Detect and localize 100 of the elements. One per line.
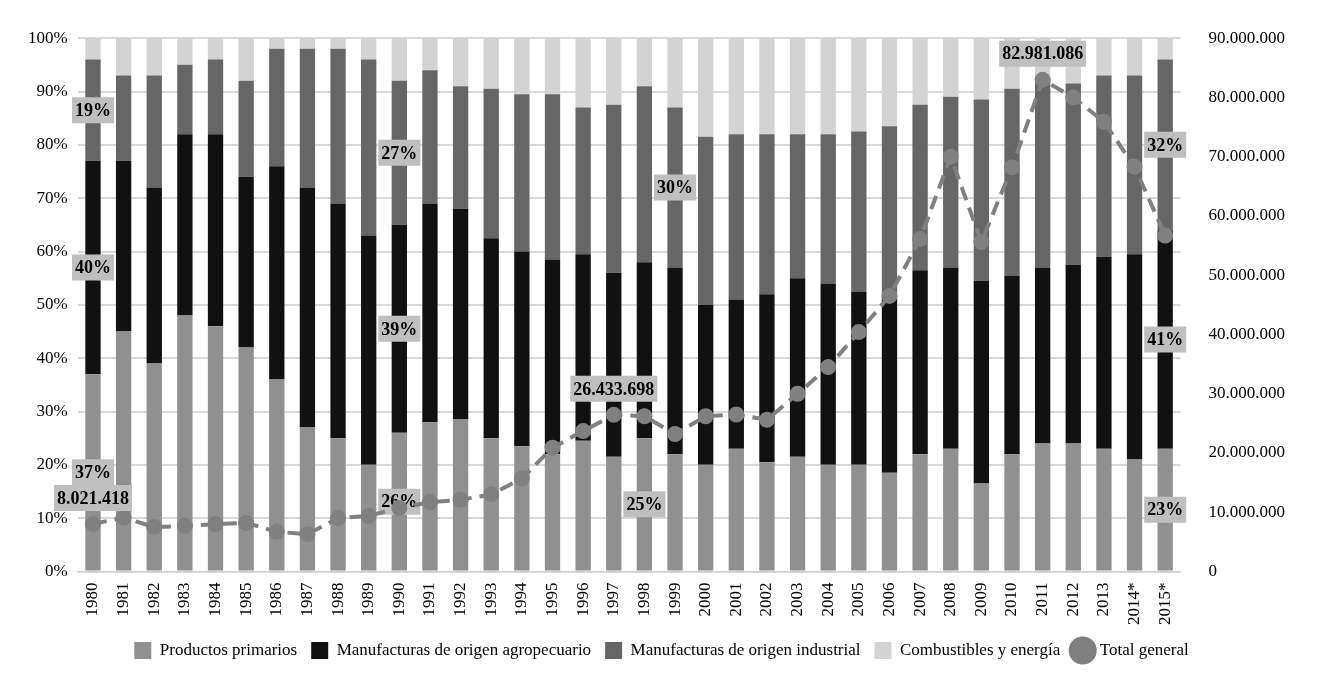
bar	[973, 483, 990, 571]
bar	[330, 203, 346, 439]
bar	[146, 363, 162, 571]
bar	[728, 448, 744, 571]
point	[544, 439, 561, 456]
y-tick-label: 0%	[44, 560, 68, 580]
bar	[1126, 75, 1143, 255]
bar	[330, 48, 346, 204]
bar	[422, 422, 438, 571]
x-tick-label: 1993	[480, 582, 500, 617]
bar	[728, 134, 744, 300]
bar	[1034, 443, 1051, 571]
point	[483, 486, 500, 503]
bar	[177, 134, 193, 316]
bar	[606, 104, 622, 273]
x-tick-label: 1986	[266, 582, 286, 617]
point	[421, 494, 438, 511]
point	[238, 514, 255, 531]
y2-tick-label: 20.000.000	[1208, 442, 1285, 462]
legend-label: Manufacturas de origen agropecuario	[336, 639, 592, 659]
x-tick-label: 1991	[419, 582, 439, 617]
bar	[789, 456, 806, 571]
bar	[698, 136, 714, 305]
point	[452, 491, 469, 508]
y-tick-label: 30%	[36, 400, 68, 420]
bar	[820, 283, 836, 465]
x-tick-label: 1988	[327, 582, 347, 617]
y2-tick-label: 40.000.000	[1208, 323, 1285, 343]
bar	[1004, 275, 1020, 455]
bar	[912, 454, 928, 571]
bar	[299, 427, 316, 571]
bar	[912, 270, 928, 455]
point	[268, 523, 285, 540]
bar	[146, 75, 162, 188]
bar	[177, 315, 193, 571]
bar	[789, 278, 806, 457]
x-tick-label: 2005	[848, 582, 868, 617]
y2-tick-label: 60.000.000	[1208, 205, 1285, 225]
data-label: 37%	[74, 462, 111, 482]
data-label: 41%	[1147, 329, 1184, 350]
x-tick-label: 1995	[541, 582, 561, 617]
x-tick-label: 2000	[695, 582, 715, 617]
data-label: 82.981.086	[1002, 43, 1084, 64]
data-label: 25%	[626, 493, 663, 514]
bar	[912, 104, 928, 271]
x-tick-label: 2008	[940, 582, 960, 617]
point	[789, 385, 806, 402]
point	[1004, 159, 1021, 176]
y-tick-label: 60%	[36, 240, 68, 260]
point	[942, 148, 959, 165]
bar	[299, 187, 316, 428]
x-tick-label: 1982	[143, 582, 163, 617]
x-tick-label: 2003	[787, 582, 807, 617]
x-tick-label: 2014*	[1124, 582, 1144, 625]
y-tick-label: 100%	[27, 27, 68, 47]
legend-label: Combustibles y energía	[900, 639, 1061, 659]
x-tick-label: 2006	[878, 582, 898, 617]
x-tick-label: 1992	[450, 582, 470, 617]
bar	[1096, 75, 1112, 257]
bar	[544, 94, 561, 260]
bar	[207, 134, 224, 327]
point	[1034, 71, 1051, 88]
x-tick-label: 1980	[82, 582, 102, 617]
legend-label: Total general	[1099, 639, 1189, 659]
bar	[146, 187, 162, 364]
x-tick-label: 1984	[204, 582, 224, 617]
point	[728, 406, 745, 423]
data-label: 39%	[381, 318, 418, 339]
bar	[422, 203, 438, 423]
data-label: 27%	[381, 142, 418, 163]
point	[360, 507, 377, 524]
point	[115, 509, 132, 526]
bar	[759, 462, 775, 571]
y2-tick-label: 30.000.000	[1208, 383, 1285, 403]
bar	[575, 440, 591, 571]
y2-tick-label: 90.000.000	[1208, 27, 1285, 47]
bar	[1065, 264, 1081, 444]
bar	[115, 75, 132, 161]
point	[636, 408, 653, 425]
point	[1095, 113, 1112, 130]
bar	[299, 48, 316, 188]
data-label: 23%	[1147, 499, 1184, 520]
y-tick-label: 50%	[36, 294, 68, 314]
y-tick-label: 20%	[36, 454, 68, 474]
legend-label: Productos primarios	[159, 639, 298, 659]
point	[850, 324, 867, 341]
bar	[698, 464, 714, 571]
point	[912, 231, 929, 248]
point	[605, 406, 622, 423]
bar	[514, 94, 530, 252]
y-tick-label: 80%	[36, 134, 68, 154]
point	[84, 515, 101, 532]
x-tick-label: 1987	[296, 582, 316, 617]
bar	[238, 176, 254, 348]
bar	[361, 235, 377, 465]
x-tick-label: 1985	[235, 582, 255, 617]
bar	[851, 464, 867, 571]
bar	[514, 251, 530, 447]
bar	[452, 86, 469, 209]
x-tick-label: 2002	[756, 582, 776, 617]
